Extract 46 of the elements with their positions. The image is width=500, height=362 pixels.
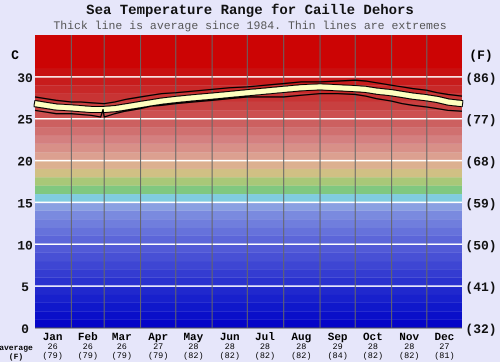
y-tick-label: 25 [17,112,33,128]
y-tick-label: 10 [17,238,33,254]
text: 26 (79) [112,342,132,361]
y-tick-label: 30 [17,70,33,86]
y2-tick-label: (32) [465,322,497,337]
chart-subtitle: Thick line is average since 1984. Thin lines are extremes [53,20,447,33]
x-tick-label: Dec [434,332,454,344]
x-tick-label: May [183,332,204,344]
x-tick-label: Nov [399,332,420,344]
y-tick-label: 20 [17,154,33,170]
text: 28 (82) [399,342,420,361]
y2-tick-label: (41) [465,280,497,296]
y-axis-title: C [11,48,20,63]
text: 28 (82) [362,342,384,361]
y2-tick-label: (68) [465,154,497,170]
text: average [0,344,33,353]
x-tick-label: Jun [220,332,240,344]
x-tick-label: Sep [328,332,348,344]
text: 28 (82) [254,342,276,361]
text: 28 (82) [183,342,204,361]
text: 28 (82) [291,342,312,361]
x-tick-label: Jan [42,332,62,344]
chart-title: Sea Temperature Range for Caille Dehors [86,3,414,19]
text: 27 (81) [434,342,455,361]
x-tick-label: Feb [78,332,98,344]
y2-tick-label: (86) [465,70,497,86]
y-tick-label: 15 [17,196,33,212]
text: 29 (84) [327,342,348,361]
x-tick-label: Aug [291,332,312,344]
x-tick-label: Jul [255,332,276,344]
y-tick-label: 5 [21,280,30,296]
x-tick-label: Mar [112,332,132,344]
text: 28 (82) [220,342,240,361]
y2-axis-title: (F) [469,48,493,63]
text: 26 (79) [78,342,98,361]
x-tick-label: Oct [362,332,383,344]
x-tick-label: Apr [148,332,168,344]
text: 27 (79) [148,342,168,361]
text: 26 (79) [42,342,63,361]
line-series [34,92,463,118]
text: (F) [8,353,24,362]
y2-tick-label: (50) [465,238,497,254]
line-series [34,80,463,104]
y2-tick-label: (59) [465,196,497,212]
y-tick-label: 0 [21,322,30,337]
y2-tick-label: (77) [465,112,497,128]
